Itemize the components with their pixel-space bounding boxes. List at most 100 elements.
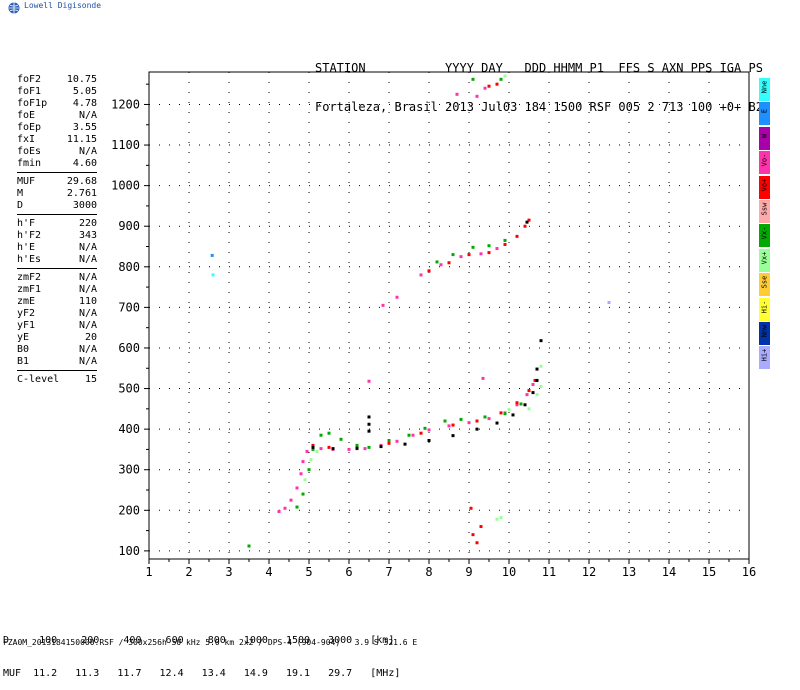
echo-point bbox=[387, 441, 391, 445]
param-value: 343 bbox=[78, 230, 97, 241]
param-name: zmF1 bbox=[17, 284, 42, 295]
legend-label: E bbox=[760, 109, 769, 114]
echo-point bbox=[395, 439, 399, 443]
echo-point bbox=[387, 438, 391, 442]
echo-point bbox=[311, 445, 315, 449]
y-tick-label: 300 bbox=[118, 463, 140, 477]
echo-point bbox=[309, 458, 313, 462]
echo-point bbox=[469, 506, 473, 510]
echo-point bbox=[363, 447, 367, 451]
x-tick-label: 2 bbox=[185, 565, 192, 579]
echo-point bbox=[527, 218, 531, 222]
echo-point bbox=[525, 220, 529, 224]
param-row: yF1 N/A bbox=[17, 320, 97, 332]
param-row: fxI 11.15 bbox=[17, 134, 97, 146]
legend-label: Hi- bbox=[760, 300, 769, 313]
param-name: foF1 bbox=[17, 86, 42, 97]
param-value: N/A bbox=[78, 146, 97, 157]
echo-point bbox=[503, 242, 507, 246]
echo-point bbox=[499, 411, 503, 415]
param-value: N/A bbox=[78, 254, 97, 265]
echo-point bbox=[327, 445, 331, 449]
polarization-legend: Nne E W Vo- Vo+ Ssw Vx- Vx+ Sse Hi- Nnw Hi+ bbox=[759, 78, 771, 371]
x-tick-label: 9 bbox=[465, 565, 472, 579]
lowell-globe-icon bbox=[8, 2, 20, 14]
echo-point bbox=[319, 447, 323, 451]
legend-swatch: Sse bbox=[759, 273, 770, 297]
echo-point bbox=[443, 419, 447, 423]
echo-point bbox=[539, 339, 543, 343]
legend-label: Vo+ bbox=[760, 178, 769, 191]
param-name: C-level bbox=[17, 374, 60, 385]
legend-swatch: W bbox=[759, 126, 770, 150]
y-tick-label: 600 bbox=[118, 341, 140, 355]
param-name: B1 bbox=[17, 356, 30, 367]
echo-point bbox=[427, 438, 431, 442]
param-name: foE bbox=[17, 110, 36, 121]
param-value: N/A bbox=[78, 272, 97, 283]
echo-point bbox=[455, 92, 459, 96]
echo-point bbox=[339, 437, 343, 441]
param-row: D 3000 bbox=[17, 200, 97, 212]
echo-point bbox=[347, 447, 351, 451]
echo-point bbox=[367, 422, 371, 426]
param-row: zmE 110 bbox=[17, 296, 97, 308]
legend-label: Nne bbox=[760, 80, 769, 94]
echo-point bbox=[439, 263, 443, 267]
echo-point bbox=[515, 401, 519, 405]
echo-point bbox=[451, 423, 455, 427]
x-tick-label: 6 bbox=[345, 565, 352, 579]
echo-point bbox=[499, 516, 503, 520]
x-tick-label: 4 bbox=[265, 565, 272, 579]
legend-swatch: E bbox=[759, 102, 770, 126]
x-tick-label: 5 bbox=[305, 565, 312, 579]
echo-point bbox=[305, 449, 309, 453]
param-row: foF1p 4.78 bbox=[17, 98, 97, 110]
muf-row: MUF 11.2 11.3 11.7 12.4 13.4 14.9 19.1 2… bbox=[3, 668, 401, 679]
param-row: foF2 10.75 bbox=[17, 74, 97, 86]
param-row: yF2 N/A bbox=[17, 308, 97, 320]
echo-point bbox=[427, 269, 431, 273]
echo-point bbox=[247, 544, 251, 548]
param-name: foEs bbox=[17, 146, 42, 157]
echo-point bbox=[451, 434, 455, 438]
param-value: 2.761 bbox=[66, 188, 97, 199]
muf-table: D 100 200 400 600 800 1000 1500 3000 [km… bbox=[3, 613, 400, 690]
param-row: B0 N/A bbox=[17, 344, 97, 356]
echo-point bbox=[355, 443, 359, 447]
echo-point bbox=[481, 376, 485, 380]
param-row: foEs N/A bbox=[17, 146, 97, 158]
header-values: Fortaleza, Brasil 2013 Jul03 184 1500 RS… bbox=[315, 100, 763, 114]
echo-point bbox=[289, 498, 293, 502]
echo-point bbox=[495, 247, 499, 251]
echo-point bbox=[447, 424, 451, 428]
echo-point bbox=[419, 431, 423, 435]
echo-point bbox=[467, 421, 471, 425]
echo-point bbox=[367, 415, 371, 419]
distance-row: D 100 200 400 600 800 1000 1500 3000 [km… bbox=[3, 635, 395, 646]
echo-point bbox=[471, 245, 475, 249]
echo-point bbox=[533, 378, 537, 382]
echo-point bbox=[299, 472, 303, 476]
param-value: 20 bbox=[84, 332, 97, 343]
echo-point bbox=[487, 244, 491, 248]
y-tick-label: 1000 bbox=[111, 179, 140, 193]
param-value: N/A bbox=[78, 356, 97, 367]
y-tick-label: 700 bbox=[118, 300, 140, 314]
echo-point bbox=[483, 86, 487, 90]
param-name: yF1 bbox=[17, 320, 36, 331]
param-row: yE 20 bbox=[17, 332, 97, 344]
param-row: h'E N/A bbox=[17, 242, 97, 254]
param-value: 4.60 bbox=[72, 158, 97, 169]
param-row: zmF2 N/A bbox=[17, 272, 97, 284]
echo-point bbox=[379, 445, 383, 449]
param-value: 11.15 bbox=[66, 134, 97, 145]
param-name: foEp bbox=[17, 122, 42, 133]
param-separator bbox=[17, 268, 97, 269]
legend-label: Nnw bbox=[760, 324, 769, 338]
echo-point bbox=[475, 419, 479, 423]
param-value: N/A bbox=[78, 320, 97, 331]
echo-point bbox=[211, 273, 215, 277]
echo-point bbox=[519, 402, 523, 406]
echo-point bbox=[523, 224, 527, 228]
